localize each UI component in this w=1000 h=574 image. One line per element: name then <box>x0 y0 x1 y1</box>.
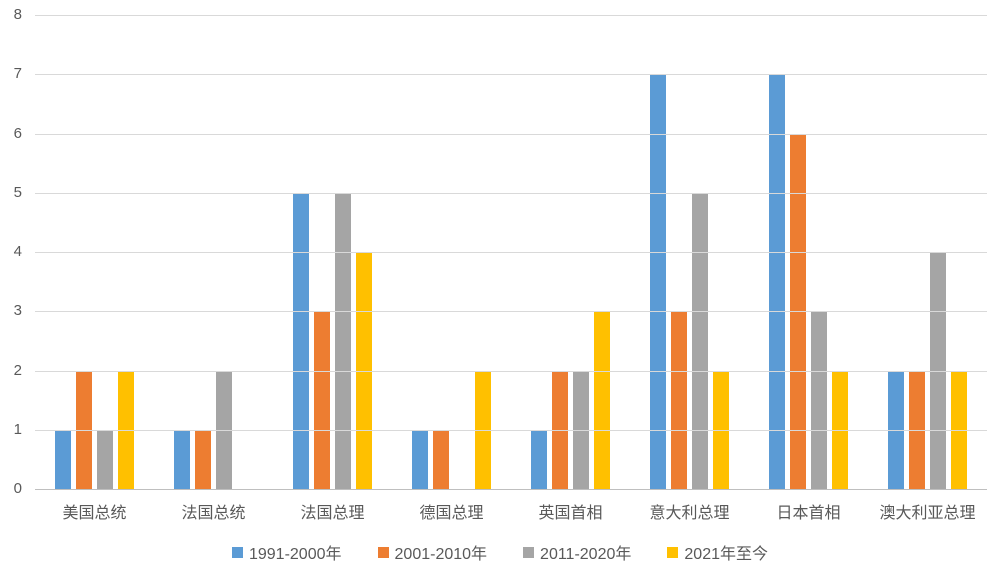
x-category-label: 日本首相 <box>776 505 841 522</box>
y-tick-label: 8 <box>13 6 22 23</box>
legend-item: 2011-2020年 <box>523 540 631 564</box>
legend-label: 2001-2010年 <box>394 546 488 563</box>
bar <box>195 429 211 489</box>
y-tick-label: 6 <box>13 124 22 142</box>
x-category-label: 德国总理 <box>419 505 484 522</box>
legend-item: 2001-2010年 <box>377 540 488 564</box>
x-category-label: 意大利总理 <box>649 505 730 522</box>
gridline <box>35 370 987 372</box>
bar <box>335 192 351 489</box>
gridline <box>35 15 987 16</box>
x-category-label: 法国总统 <box>181 505 246 522</box>
legend-item: 1991-2000年 <box>231 540 342 564</box>
bar <box>55 429 71 489</box>
x-axis-line <box>35 489 987 490</box>
legend-label: 2011-2020年 <box>540 546 632 563</box>
legend-label: 1991-2000年 <box>248 546 342 563</box>
x-category-label: 英国首相 <box>538 505 603 522</box>
x-category-label: 美国总统 <box>62 505 127 522</box>
bar <box>314 311 330 489</box>
gridline <box>35 252 987 253</box>
gridline <box>35 311 987 313</box>
y-tick-label: 1 <box>13 420 22 438</box>
y-tick-label: 5 <box>13 183 22 201</box>
legend-item: 2021年至今 <box>667 540 768 564</box>
legend-marker <box>667 546 679 558</box>
gridline <box>35 429 987 431</box>
x-axis-labels: 美国总统 法国总统 法国总理 德国总理 英国首相 意大利总理 日本首相 澳大利亚总理 <box>35 499 987 523</box>
bar <box>97 429 113 489</box>
legend-label: 2021年至今 <box>684 546 768 563</box>
bar-group <box>749 15 868 489</box>
y-tick-label: 7 <box>13 65 22 83</box>
gridline <box>35 133 987 135</box>
x-category-label: 法国总理 <box>300 505 365 522</box>
bar <box>692 192 708 489</box>
bar <box>174 429 190 489</box>
bar <box>594 311 610 489</box>
bar <box>293 192 309 489</box>
y-tick-label: 2 <box>13 361 22 379</box>
bar-group <box>630 15 749 489</box>
legend: 1991-2000年 2001-2010年 2011-2020年 2021年至今 <box>0 540 1000 564</box>
legend-marker <box>377 546 389 558</box>
y-tick-label: 3 <box>13 302 22 320</box>
bar <box>650 74 666 489</box>
gridline <box>35 74 987 76</box>
bar <box>531 429 547 489</box>
gridline <box>35 192 987 194</box>
legend-marker <box>523 546 535 558</box>
y-tick-label: 4 <box>13 243 22 260</box>
bar <box>811 311 827 489</box>
bar <box>769 74 785 489</box>
y-tick-label: 0 <box>13 480 22 497</box>
bar <box>671 311 687 489</box>
x-category-label: 澳大利亚总理 <box>879 505 976 522</box>
bar <box>412 429 428 489</box>
bar <box>433 429 449 489</box>
plot-area <box>35 15 987 490</box>
legend-marker <box>231 546 243 558</box>
